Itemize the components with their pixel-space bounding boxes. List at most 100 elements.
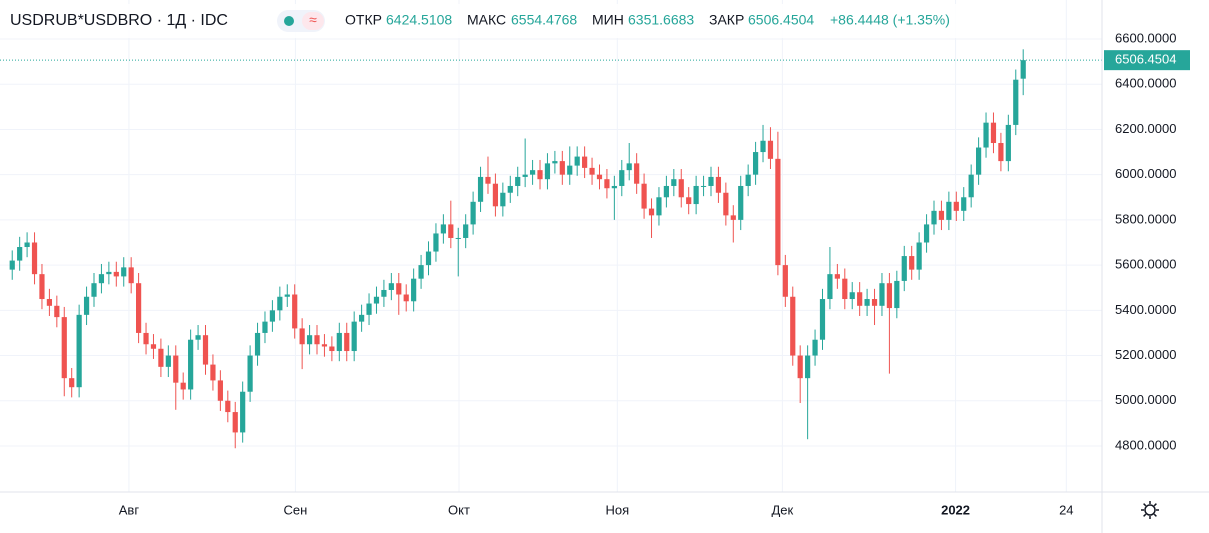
candle-body	[188, 339, 194, 390]
candle-body	[671, 179, 677, 186]
candle-body	[54, 305, 60, 318]
candle-body	[1020, 60, 1026, 79]
candle-body	[849, 292, 855, 300]
candle-body	[314, 335, 320, 345]
candle-body	[715, 176, 722, 193]
y-tick-label: 5800.0000	[1115, 211, 1176, 226]
candle-body	[98, 274, 105, 284]
candle-body	[448, 224, 454, 238]
delayed-icon[interactable]: ≈	[309, 12, 317, 28]
candle-body	[916, 242, 922, 270]
candle-body	[641, 183, 647, 209]
candle-body	[522, 174, 528, 177]
candle-body	[611, 185, 617, 189]
open-value: 6424.5108	[386, 12, 452, 28]
candle-body	[180, 382, 186, 390]
settings-button[interactable]	[1141, 501, 1159, 519]
candle-body	[901, 256, 907, 281]
candle-body	[700, 185, 707, 187]
candle-body	[998, 143, 1004, 162]
candle-body	[589, 167, 595, 175]
candle-body	[381, 289, 387, 297]
candle-body	[121, 267, 127, 277]
candle-body	[143, 332, 149, 345]
candle-body	[284, 294, 290, 297]
x-tick-label: Дек	[771, 502, 793, 517]
candle-body	[775, 158, 781, 266]
y-tick-label: 5600.0000	[1115, 257, 1176, 272]
candle-body	[292, 294, 298, 329]
y-tick-label: 5000.0000	[1115, 392, 1176, 407]
candle-body	[923, 224, 930, 243]
candle-body	[953, 201, 959, 211]
candle-body	[306, 335, 313, 345]
candle-body	[983, 122, 989, 148]
candle-body	[990, 122, 997, 144]
market-open-icon[interactable]	[284, 16, 294, 26]
candle-body	[515, 176, 521, 186]
close-label: ЗАКР	[709, 12, 744, 28]
y-tick-label: 6200.0000	[1115, 121, 1176, 136]
candle-body	[91, 283, 97, 297]
high-value: 6554.4768	[511, 12, 577, 28]
candle-body	[596, 174, 603, 180]
candle-body	[336, 332, 342, 352]
candle-body	[455, 237, 461, 239]
last-price-box	[1104, 50, 1190, 71]
candle-body	[678, 179, 684, 198]
gear-icon[interactable]	[1144, 504, 1156, 516]
candle-body	[946, 201, 952, 220]
candle-body	[269, 310, 276, 322]
candle-body	[232, 412, 238, 433]
gear-teeth[interactable]	[1141, 501, 1159, 519]
candle-body	[782, 265, 788, 297]
candle-body	[886, 283, 892, 309]
candle-body	[411, 278, 417, 302]
candle-body	[834, 274, 840, 279]
candle-body	[373, 296, 380, 304]
x-tick-label: Сен	[284, 502, 308, 517]
candle-body	[195, 335, 201, 340]
x-tick-label: Окт	[448, 502, 470, 517]
candle-body	[767, 140, 774, 159]
candle-body	[968, 174, 974, 198]
axes: 4800.0000 5000.0000 5200.0000 5400.0000 5600…	[119, 30, 1190, 517]
candle-body	[1005, 124, 1011, 162]
candle-body	[463, 224, 469, 238]
candle-body	[83, 296, 90, 315]
candle-body	[730, 215, 736, 220]
candle-body	[24, 242, 30, 248]
candle-body	[113, 271, 119, 277]
delayed-badge[interactable]	[302, 12, 324, 30]
candle-body	[738, 185, 744, 220]
candle-body	[31, 242, 38, 275]
candle-body	[136, 283, 142, 333]
candle-body	[210, 364, 216, 381]
candle-body	[9, 260, 15, 270]
candle-body	[857, 292, 863, 306]
candle-body	[879, 283, 885, 306]
header-bg	[0, 4, 975, 38]
candles	[0, 49, 1102, 449]
candle-body	[425, 251, 432, 266]
candle-body	[299, 328, 305, 345]
candle-body	[321, 344, 328, 347]
change: +86.4448 (+1.35%)	[830, 12, 950, 28]
candle-body	[842, 278, 848, 300]
x-tick-label: 24	[1059, 502, 1073, 517]
candle-body	[240, 391, 246, 433]
candle-body	[537, 170, 543, 180]
candle-body	[17, 247, 23, 261]
candle-body	[247, 355, 253, 392]
candle-body	[507, 185, 513, 193]
high-label: МАКС	[467, 12, 506, 28]
candle-body	[790, 296, 796, 356]
candle-body	[403, 294, 409, 302]
candle-body	[752, 152, 759, 175]
candle-body	[76, 314, 82, 388]
candle-body	[656, 197, 662, 216]
candle-body	[150, 344, 157, 349]
candle-body	[894, 280, 900, 309]
x-tick-label: Ноя	[605, 502, 629, 517]
candle-body	[344, 332, 350, 352]
